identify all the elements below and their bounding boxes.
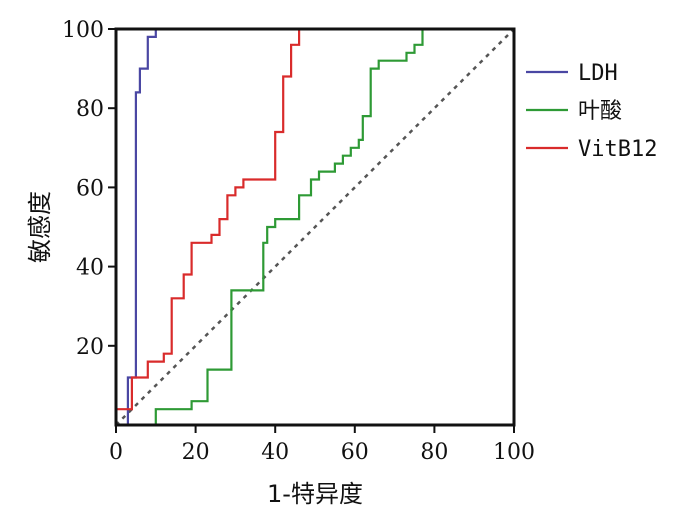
y-tick-label: 100	[62, 18, 104, 43]
x-tick-label: 40	[261, 440, 289, 465]
plot-frame	[114, 27, 516, 427]
x-tick-label: 100	[493, 440, 535, 465]
legend-label-2: VitB12	[578, 137, 657, 162]
y-tick-label: 20	[76, 335, 104, 360]
y-tick-label: 60	[76, 176, 104, 201]
tick-layer: 0 20 40 60 80 100 20 40 60 80 100	[62, 18, 535, 465]
legend: LDH 叶酸 VitB12	[526, 61, 657, 162]
y-tick-label: 40	[76, 256, 104, 281]
series-layer	[114, 27, 514, 425]
x-tick-label: 0	[109, 440, 123, 465]
y-axis-title: 敏感度	[26, 191, 54, 263]
reference-line-layer	[115, 28, 515, 426]
x-tick-label: 80	[420, 440, 448, 465]
y-tick-label: 80	[76, 97, 104, 122]
x-tick-label: 60	[341, 440, 369, 465]
x-axis-title: 1-特异度	[267, 480, 363, 508]
x-tick-label: 20	[182, 440, 210, 465]
series-line-2	[114, 27, 514, 425]
series-line-1	[154, 27, 514, 425]
legend-label-0: LDH	[578, 61, 618, 86]
series-line-0	[126, 27, 514, 425]
legend-label-1: 叶酸	[578, 99, 622, 124]
reference-diagonal-line	[115, 28, 515, 426]
